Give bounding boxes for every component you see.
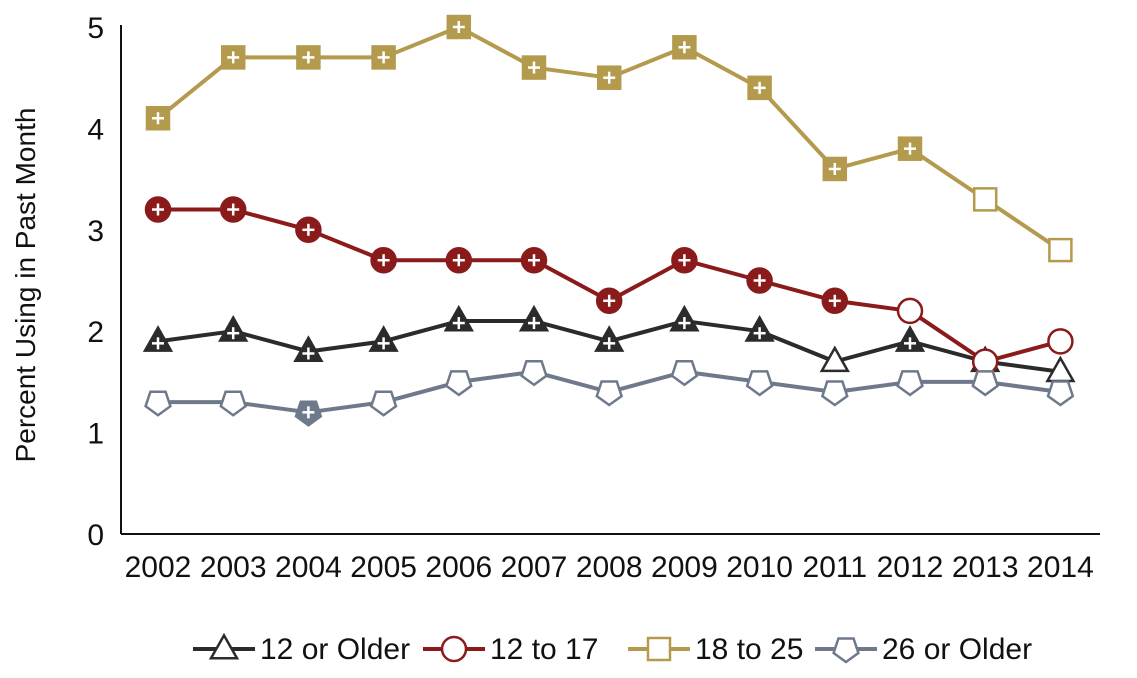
legend-marker [208, 632, 240, 660]
data-point [518, 304, 550, 332]
data-point [370, 246, 397, 274]
x-tick-label: 2010 [726, 551, 793, 584]
legend-item: 12 to 17 [423, 633, 598, 666]
data-point [444, 370, 473, 397]
data-point [671, 246, 698, 274]
data-point [972, 187, 998, 212]
series-12-to-17 [144, 196, 1074, 375]
data-point [595, 380, 624, 407]
data-point [294, 400, 323, 427]
legend-item: 26 or Older [815, 633, 1032, 666]
data-point [369, 390, 398, 417]
legend: 12 or Older 12 to 17 18 to 25 26 or Older [193, 632, 1032, 666]
legend-marker [832, 637, 860, 664]
data-point [145, 106, 171, 131]
legend-label: 26 or Older [882, 633, 1032, 666]
x-tick-label: 2008 [576, 551, 643, 584]
data-point [446, 14, 472, 40]
data-point [746, 267, 773, 294]
series-layer [142, 14, 1076, 427]
y-axis-label: Percent Using in Past Month [10, 108, 41, 463]
data-point [745, 370, 774, 397]
data-point [1046, 380, 1075, 407]
data-point [596, 65, 622, 90]
data-point [296, 45, 321, 70]
x-tick-label: 2009 [651, 551, 718, 584]
x-tick-label: 2005 [350, 551, 417, 584]
y-tick-label: 4 [87, 113, 104, 146]
legend-item: 12 or Older [193, 632, 410, 666]
data-point [747, 75, 772, 101]
legend-label: 12 or Older [260, 633, 410, 666]
data-point [897, 136, 923, 161]
data-point [744, 315, 775, 342]
legend-marker [440, 635, 468, 663]
data-point [822, 156, 848, 182]
data-point [672, 35, 697, 60]
data-point [971, 370, 1000, 397]
data-point [594, 325, 625, 352]
x-tick-label: 2014 [1027, 551, 1094, 584]
x-tick-label: 2002 [125, 551, 192, 584]
data-point [595, 287, 623, 315]
data-point [820, 380, 849, 407]
data-point [293, 335, 324, 362]
data-point [219, 390, 248, 417]
series-18-to-25 [145, 14, 1073, 263]
series-12-or-older [142, 304, 1076, 383]
data-point [295, 216, 322, 244]
data-point [219, 196, 247, 223]
data-point [894, 325, 926, 352]
data-point [144, 196, 172, 223]
data-point [443, 304, 474, 332]
x-tick-label: 2012 [877, 551, 944, 584]
data-point [669, 304, 700, 332]
data-point [971, 348, 999, 375]
legend-marker [646, 636, 672, 662]
x-tick-label: 2004 [275, 551, 342, 584]
data-point [368, 325, 399, 352]
x-tick-label: 2011 [803, 551, 868, 584]
x-tick-label: 2013 [952, 551, 1019, 584]
data-point [520, 359, 548, 387]
data-point [821, 287, 849, 315]
y-tick-label: 2 [87, 316, 104, 349]
x-tick-label: 2007 [501, 551, 568, 584]
data-point [521, 55, 547, 80]
y-tick-label: 3 [87, 215, 104, 248]
data-point [1047, 328, 1074, 355]
data-point [819, 345, 850, 373]
data-point [142, 325, 174, 352]
data-point [218, 315, 249, 342]
y-axis-label-group: Percent Using in Past Month [10, 108, 41, 463]
legend-label: 18 to 25 [695, 633, 803, 666]
data-point [220, 45, 246, 70]
legend-item: 18 to 25 [628, 633, 803, 666]
y-tick-label: 1 [87, 418, 104, 451]
data-point [144, 390, 172, 417]
x-tick-label: 2006 [425, 551, 492, 584]
data-point [896, 297, 924, 325]
x-tick-label: 2003 [200, 551, 267, 584]
series-line [156, 25, 1062, 252]
series-26-or-older [144, 359, 1075, 427]
legend-label: 12 to 17 [490, 633, 598, 666]
data-point [896, 370, 924, 397]
data-point [670, 359, 699, 387]
data-point [1048, 237, 1073, 263]
data-point [371, 45, 396, 70]
data-point [520, 246, 548, 274]
y-tick-label: 5 [87, 12, 104, 45]
y-tick-label: 0 [87, 519, 104, 552]
data-point [445, 246, 473, 274]
